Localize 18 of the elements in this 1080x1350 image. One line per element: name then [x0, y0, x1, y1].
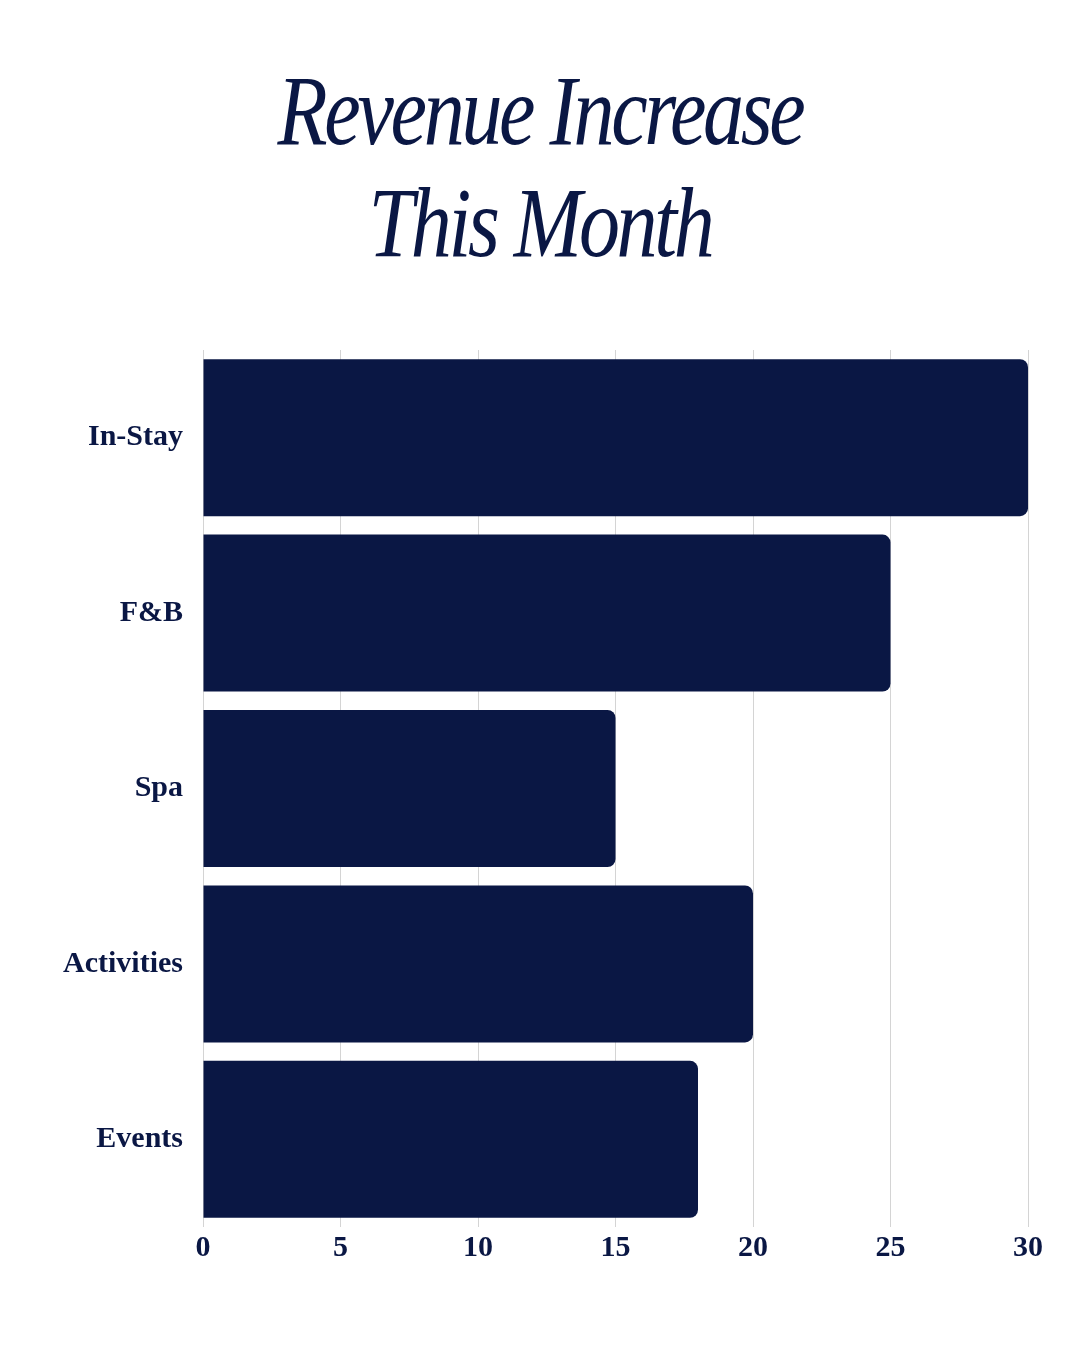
- x-tick-label: 25: [875, 1228, 906, 1262]
- chart-title: Revenue Increase This Month: [276, 55, 804, 279]
- x-tick-label: 5: [333, 1228, 348, 1262]
- bar: [203, 359, 1028, 517]
- bar: [203, 885, 753, 1043]
- bar: [203, 1060, 698, 1218]
- x-tick-label: 20: [738, 1228, 768, 1262]
- x-tick-label: 30: [1013, 1228, 1043, 1262]
- x-tick-label: 15: [600, 1228, 631, 1262]
- bar: [203, 710, 616, 867]
- y-tick-label: Events: [96, 1120, 183, 1154]
- y-tick-label: Activities: [63, 944, 183, 978]
- bar: [203, 534, 891, 692]
- x-tick-label: 0: [195, 1228, 211, 1262]
- y-tick-label: F&B: [119, 593, 183, 627]
- x-tick-label: 10: [463, 1228, 493, 1262]
- y-tick-label: In-Stay: [87, 418, 183, 452]
- y-tick-label: Spa: [134, 769, 183, 803]
